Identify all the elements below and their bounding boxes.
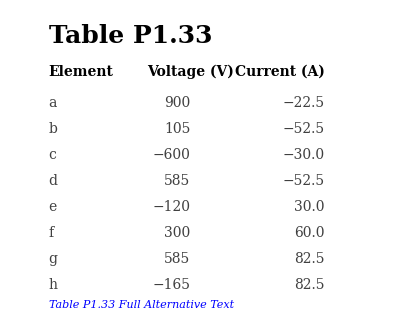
- Text: a: a: [49, 96, 57, 110]
- Text: e: e: [49, 200, 57, 214]
- Text: −600: −600: [153, 148, 191, 162]
- Text: 900: 900: [164, 96, 191, 110]
- Text: b: b: [49, 122, 58, 136]
- Text: d: d: [49, 174, 58, 188]
- Text: Current (A): Current (A): [235, 65, 325, 78]
- Text: 60.0: 60.0: [294, 226, 325, 240]
- Text: −52.5: −52.5: [283, 122, 325, 136]
- Text: 30.0: 30.0: [294, 200, 325, 214]
- Text: Element: Element: [49, 65, 114, 78]
- Text: 105: 105: [164, 122, 191, 136]
- Text: Table P1.33: Table P1.33: [49, 24, 212, 48]
- Text: −120: −120: [152, 200, 191, 214]
- Text: f: f: [49, 226, 54, 240]
- Text: 585: 585: [164, 252, 191, 266]
- Text: c: c: [49, 148, 56, 162]
- Text: h: h: [49, 278, 58, 292]
- Text: g: g: [49, 252, 58, 266]
- Text: 585: 585: [164, 174, 191, 188]
- Text: 82.5: 82.5: [294, 278, 325, 292]
- Text: −165: −165: [152, 278, 191, 292]
- Text: 82.5: 82.5: [294, 252, 325, 266]
- Text: −30.0: −30.0: [283, 148, 325, 162]
- Text: Table P1.33 Full Alternative Text: Table P1.33 Full Alternative Text: [49, 300, 234, 310]
- Text: 300: 300: [164, 226, 191, 240]
- Text: −22.5: −22.5: [283, 96, 325, 110]
- Text: −52.5: −52.5: [283, 174, 325, 188]
- Text: Voltage (V): Voltage (V): [147, 65, 234, 79]
